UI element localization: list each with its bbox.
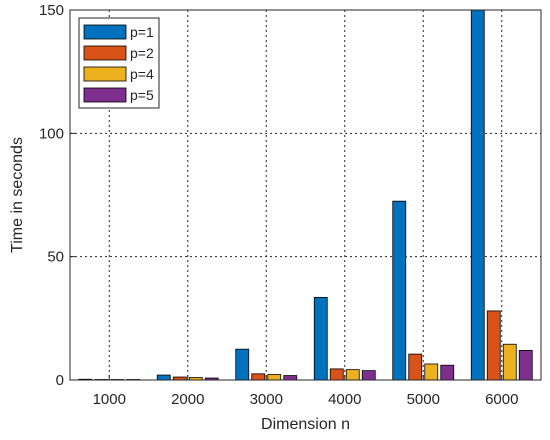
x-tick-label: 6000	[485, 391, 518, 408]
bar-p5-6000	[518, 349, 533, 381]
legend-swatch	[83, 66, 127, 82]
y-tick-label: 0	[56, 372, 64, 389]
y-axis-label: Time in seconds	[9, 137, 26, 253]
legend-swatch	[83, 24, 127, 40]
x-tick-label: 2000	[171, 391, 204, 408]
x-tick-label: 1000	[93, 391, 126, 408]
bar-p2-5000	[408, 353, 423, 381]
y-tick-label: 50	[47, 249, 64, 266]
x-tick-label: 5000	[407, 391, 440, 408]
bar-p4-3000	[267, 374, 282, 381]
bar-p2-6000	[486, 310, 501, 381]
bar-p5-5000	[440, 364, 455, 381]
bar-p2-4000	[329, 368, 344, 381]
y-tick-label: 100	[39, 125, 64, 142]
x-tick-label: 3000	[250, 391, 283, 408]
bar-p1-3000	[235, 348, 250, 381]
legend-swatch	[83, 45, 127, 61]
legend-label: p=1	[130, 24, 154, 40]
bar-p2-3000	[251, 373, 266, 381]
x-tick-label: 4000	[328, 391, 361, 408]
legend-label: p=5	[130, 87, 154, 103]
x-tick-labels: 1000 2000 3000 4000 5000 6000	[93, 391, 519, 408]
y-tick-labels: 0 50 100 150	[39, 2, 64, 389]
bars	[78, 9, 533, 381]
bar-p1-2000	[156, 374, 171, 381]
y-tick-label: 150	[39, 2, 64, 19]
bar-p5-4000	[361, 370, 376, 381]
bar-p1-6000	[470, 9, 485, 381]
bar-p1-5000	[392, 200, 407, 381]
legend-label: p=4	[130, 66, 154, 82]
legend-swatch	[83, 87, 127, 103]
plot-frame	[69, 9, 542, 381]
bar-p4-6000	[502, 343, 517, 381]
bar-p5-3000	[283, 375, 298, 381]
bar-p4-4000	[345, 369, 360, 381]
legend: p=1 p=2 p=4 p=5	[78, 17, 160, 109]
bar-p1-4000	[313, 296, 328, 381]
bar-p4-5000	[424, 363, 439, 381]
x-axis-label: Dimension n	[261, 416, 350, 433]
legend-label: p=2	[130, 45, 154, 61]
